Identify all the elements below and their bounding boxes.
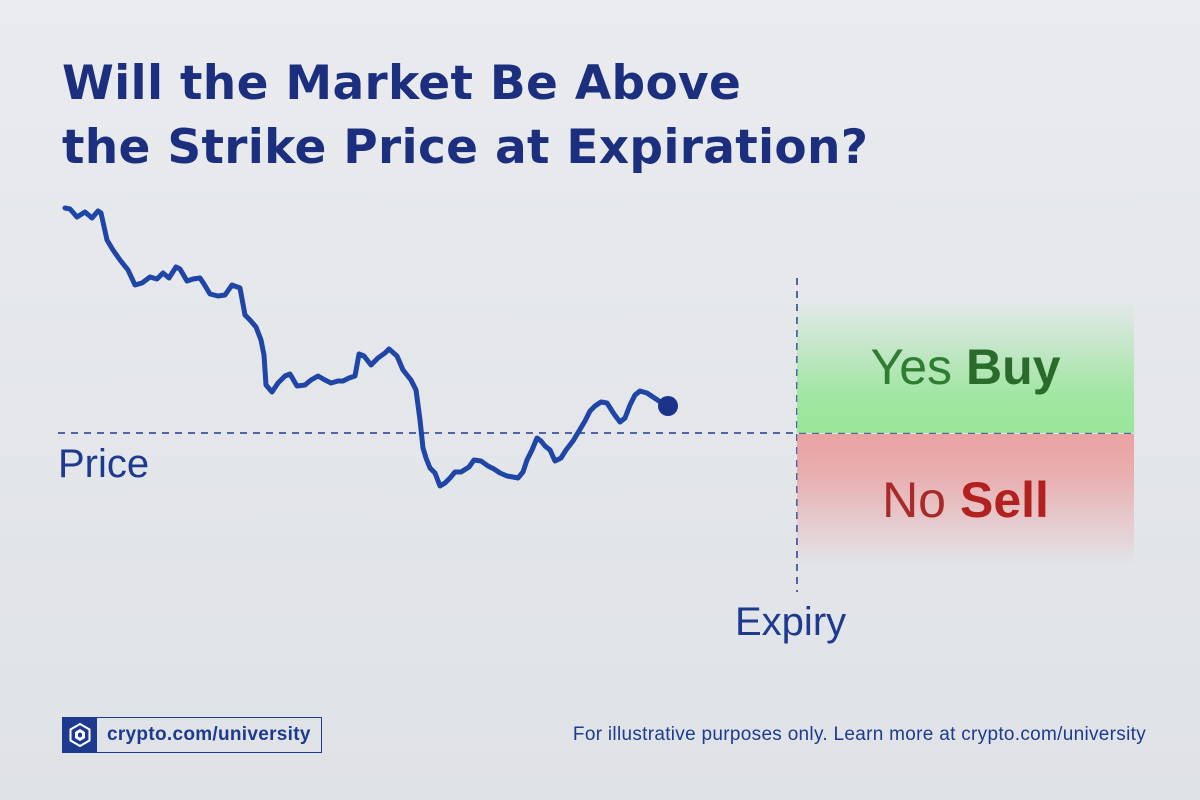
no-label: No xyxy=(882,472,946,528)
sell-label: Sell xyxy=(959,472,1049,528)
no-sell-zone: No Sell xyxy=(797,434,1134,566)
yes-label: Yes xyxy=(870,339,953,395)
price-label: Price xyxy=(58,442,150,486)
yes-buy-zone: Yes Buy xyxy=(797,301,1134,433)
current-price-dot xyxy=(658,396,678,416)
brand-url: crypto.com/university xyxy=(107,724,311,745)
title-line-1: Will the Market Be Above xyxy=(62,56,742,111)
buy-label: Buy xyxy=(966,339,1061,395)
title: Will the Market Be Above the Strike Pric… xyxy=(62,52,868,180)
expiry-label: Expiry xyxy=(735,600,847,644)
price-path xyxy=(62,205,669,489)
disclaimer: For illustrative purposes only. Learn mo… xyxy=(572,724,1146,745)
brand-badge[interactable]: crypto.com/university xyxy=(62,717,322,753)
crypto-com-logo-icon xyxy=(63,718,97,752)
title-line-2: the Strike Price at Expiration? xyxy=(62,120,869,175)
